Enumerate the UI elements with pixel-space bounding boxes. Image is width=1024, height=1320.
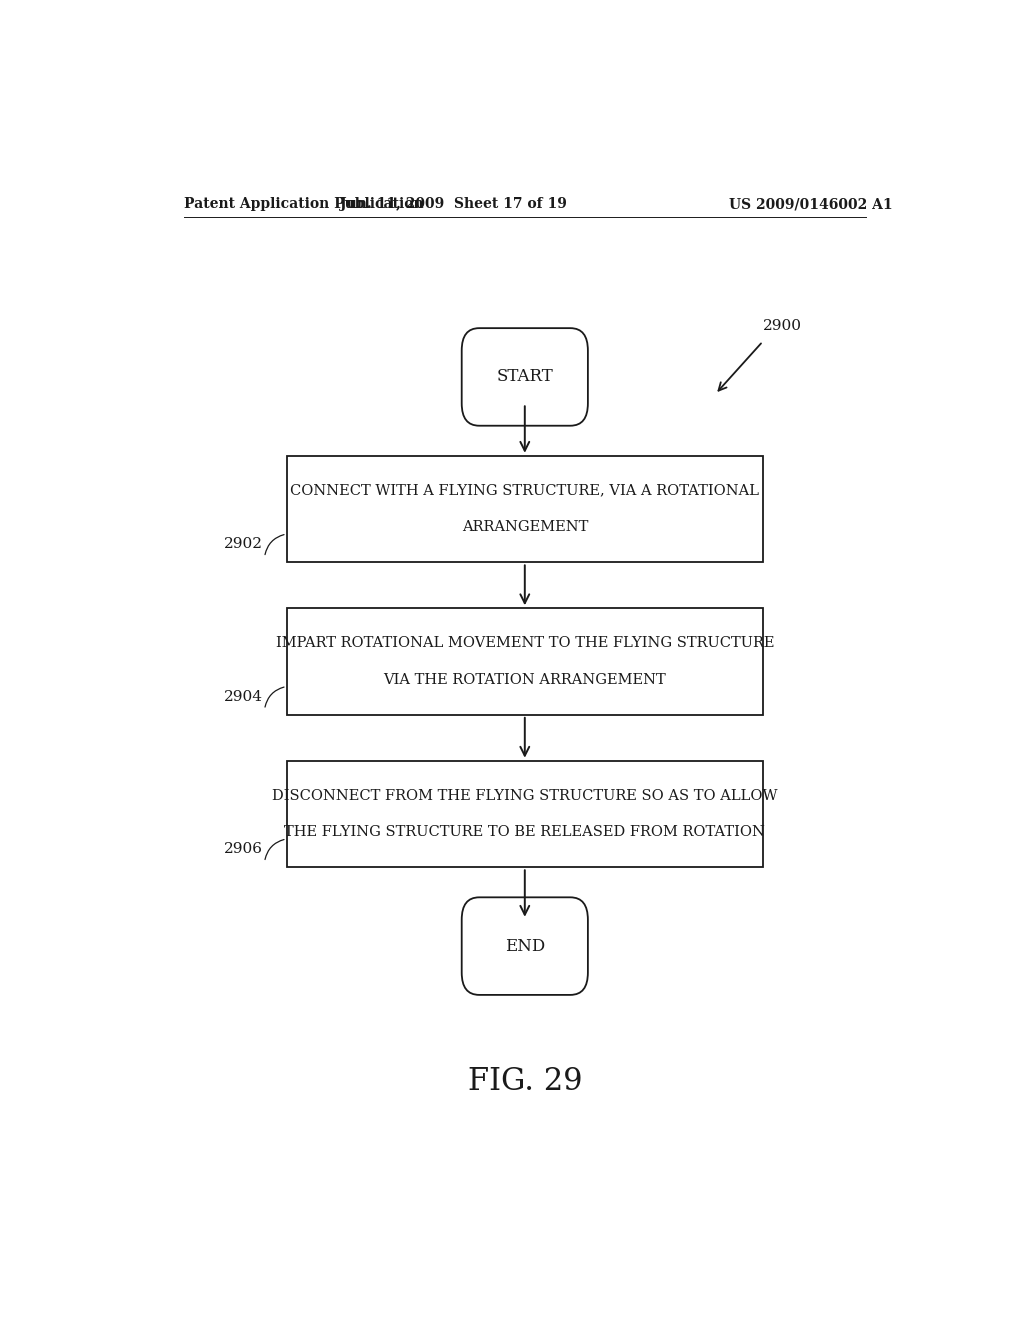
Text: US 2009/0146002 A1: US 2009/0146002 A1 xyxy=(729,197,892,211)
FancyBboxPatch shape xyxy=(462,898,588,995)
Text: Patent Application Publication: Patent Application Publication xyxy=(183,197,423,211)
Text: END: END xyxy=(505,937,545,954)
Text: 2902: 2902 xyxy=(224,537,263,552)
Bar xyxy=(287,455,763,562)
Bar xyxy=(287,609,763,715)
Text: START: START xyxy=(497,368,553,385)
Text: 2900: 2900 xyxy=(763,319,802,333)
Text: 2906: 2906 xyxy=(224,842,263,857)
FancyBboxPatch shape xyxy=(462,329,588,426)
Text: IMPART ROTATIONAL MOVEMENT TO THE FLYING STRUCTURE: IMPART ROTATIONAL MOVEMENT TO THE FLYING… xyxy=(275,636,774,651)
Text: FIG. 29: FIG. 29 xyxy=(468,1065,582,1097)
Bar xyxy=(287,760,763,867)
Text: THE FLYING STRUCTURE TO BE RELEASED FROM ROTATION: THE FLYING STRUCTURE TO BE RELEASED FROM… xyxy=(285,825,765,840)
Text: CONNECT WITH A FLYING STRUCTURE, VIA A ROTATIONAL: CONNECT WITH A FLYING STRUCTURE, VIA A R… xyxy=(290,483,760,498)
Text: DISCONNECT FROM THE FLYING STRUCTURE SO AS TO ALLOW: DISCONNECT FROM THE FLYING STRUCTURE SO … xyxy=(272,788,777,803)
Text: 2904: 2904 xyxy=(224,689,263,704)
Text: Jun. 11, 2009  Sheet 17 of 19: Jun. 11, 2009 Sheet 17 of 19 xyxy=(340,197,567,211)
Text: ARRANGEMENT: ARRANGEMENT xyxy=(462,520,588,535)
Text: VIA THE ROTATION ARRANGEMENT: VIA THE ROTATION ARRANGEMENT xyxy=(383,673,667,686)
